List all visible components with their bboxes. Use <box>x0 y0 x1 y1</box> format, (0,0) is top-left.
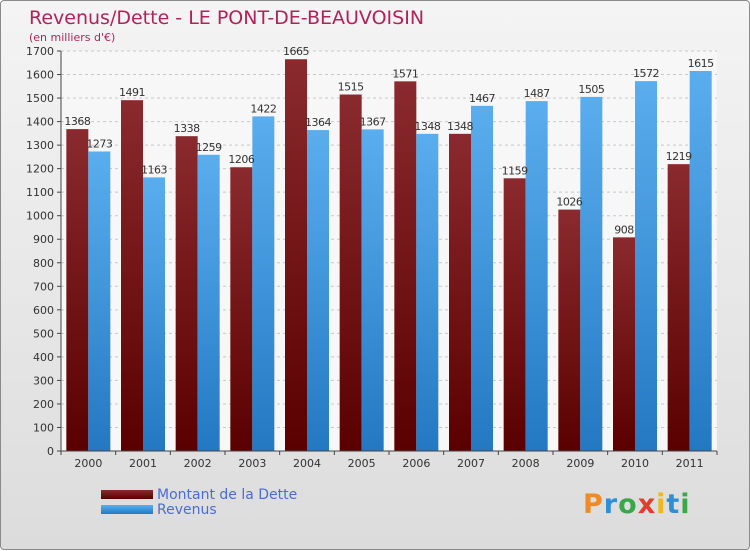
bar-dette <box>449 133 471 451</box>
data-label-dette: 1571 <box>392 67 418 80</box>
data-label-revenus: 1615 <box>688 57 714 70</box>
legend-item-revenus: Revenus <box>101 501 297 518</box>
data-label-dette: 1026 <box>556 196 582 209</box>
bar-dette <box>285 59 307 452</box>
data-label-dette: 1368 <box>64 115 90 128</box>
brand-letter: o <box>618 489 638 520</box>
x-tick-label: 2005 <box>348 457 376 470</box>
data-label-dette: 1348 <box>447 120 473 133</box>
legend-swatch-revenus <box>101 505 153 514</box>
y-tick-label: 1200 <box>26 163 54 176</box>
x-tick-label: 2003 <box>238 457 266 470</box>
bar-dette <box>121 100 143 452</box>
y-tick-label: 1400 <box>26 116 54 129</box>
plot-area <box>61 51 717 451</box>
data-label-revenus: 1348 <box>414 120 440 133</box>
y-tick-label: 500 <box>33 327 54 340</box>
y-tick-label: 0 <box>47 445 54 458</box>
data-label-dette: 1219 <box>666 150 692 163</box>
legend-swatch-dette <box>101 490 153 499</box>
bar-dette <box>230 167 253 451</box>
x-tick-label: 2011 <box>676 457 704 470</box>
y-tick-label: 1000 <box>26 210 54 223</box>
bar-dette <box>503 178 526 451</box>
chart-title: Revenus/Dette - LE PONT-DE-BEAUVOISIN <box>29 7 425 29</box>
bar-dette <box>339 94 362 451</box>
bar-revenus <box>143 177 165 451</box>
x-tick-label: 2004 <box>293 457 321 470</box>
y-tick-label: 1700 <box>26 45 54 58</box>
y-tick-label: 700 <box>33 280 54 293</box>
data-label-dette: 1665 <box>283 45 309 58</box>
bar-revenus <box>252 116 275 451</box>
brand-letter: r <box>603 489 619 520</box>
bar-revenus <box>361 129 384 451</box>
data-label-dette: 1338 <box>174 122 200 135</box>
legend-item-dette: Montant de la Dette <box>101 486 298 503</box>
bar-revenus <box>88 151 111 451</box>
bar-dette <box>667 164 690 452</box>
y-tick-label: 300 <box>33 374 54 387</box>
y-tick-label: 200 <box>33 398 54 411</box>
data-label-dette: 1159 <box>502 164 528 177</box>
y-tick-label: 900 <box>33 233 54 246</box>
x-tick-label: 2001 <box>129 457 157 470</box>
x-tick-label: 2010 <box>621 457 649 470</box>
bar-dette <box>613 237 635 451</box>
y-tick-label: 1300 <box>26 139 54 152</box>
bar-revenus <box>689 71 712 451</box>
y-tick-label: 600 <box>33 304 54 317</box>
brand-letter: x <box>637 489 657 520</box>
y-tick-label: 800 <box>33 257 54 270</box>
y-tick-label: 400 <box>33 351 54 364</box>
data-label-revenus: 1572 <box>633 67 659 80</box>
bar-revenus <box>307 130 329 451</box>
brand-letter: i <box>656 489 667 520</box>
x-tick-label: 2009 <box>566 457 594 470</box>
x-tick-label: 2007 <box>457 457 485 470</box>
proxiti-logo: Proxiti <box>583 489 691 520</box>
data-label-revenus: 1367 <box>360 115 386 128</box>
y-tick-label: 1500 <box>26 92 54 105</box>
legend-label-dette: Montant de la Dette <box>157 486 298 503</box>
bar-revenus <box>635 81 657 451</box>
data-label-revenus: 1273 <box>86 137 112 150</box>
data-label-revenus: 1505 <box>578 83 604 96</box>
bar-dette <box>394 81 417 452</box>
bar-revenus <box>580 96 603 451</box>
data-label-dette: 1515 <box>338 81 364 94</box>
y-tick-label: 100 <box>33 421 54 434</box>
chart-subtitle: (en milliers d'€) <box>29 31 116 44</box>
x-tick-label: 2006 <box>402 457 430 470</box>
bar-revenus <box>197 154 220 451</box>
brand-letter: i <box>680 489 691 520</box>
data-label-revenus: 1467 <box>469 92 495 105</box>
bar-dette <box>175 136 198 452</box>
brand-letter: t <box>666 489 681 520</box>
y-tick-label: 1600 <box>26 69 54 82</box>
y-tick-label: 1100 <box>26 186 54 199</box>
data-label-revenus: 1163 <box>141 163 167 176</box>
data-label-dette: 1491 <box>119 86 145 99</box>
data-label-revenus: 1487 <box>524 87 550 100</box>
x-tick-label: 2008 <box>512 457 540 470</box>
data-label-revenus: 1422 <box>250 102 276 115</box>
bar-dette <box>66 129 89 451</box>
data-label-dette: 908 <box>614 223 634 236</box>
brand-letter: P <box>583 489 604 520</box>
bar-revenus <box>416 133 439 451</box>
bar-revenus <box>471 105 493 451</box>
data-label-dette: 1206 <box>228 153 254 166</box>
bar-revenus <box>525 101 548 451</box>
x-tick-label: 2002 <box>184 457 212 470</box>
data-label-revenus: 1259 <box>196 141 222 154</box>
data-label-revenus: 1364 <box>305 116 331 129</box>
x-tick-label: 2000 <box>74 457 102 470</box>
bar-dette <box>558 209 581 451</box>
legend-label-revenus: Revenus <box>157 501 217 518</box>
chart-legend: Montant de la Dette Revenus <box>101 486 298 518</box>
